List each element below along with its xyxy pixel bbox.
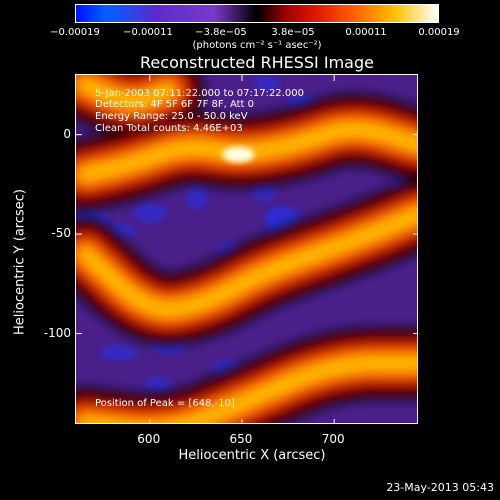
negative-flux-blob <box>143 377 173 392</box>
colorbar-tick: 3.8e−05 <box>271 27 315 38</box>
info-clean: Clean Total counts: 4.46E+03 <box>95 123 243 134</box>
axis-ticks <box>76 75 417 423</box>
colorbar-tick: 0.00019 <box>418 27 460 38</box>
timestamp: 23-May-2013 05:43 <box>386 481 494 494</box>
colorbar-unit-label: (photons cm⁻² s⁻¹ asec⁻²) <box>192 40 322 51</box>
x-tick-label: 600 <box>137 432 161 446</box>
colorbar-tick: −0.00019 <box>50 27 100 38</box>
heatmap-plot-area <box>75 74 418 424</box>
heatmap-image <box>76 75 417 423</box>
info-energy: Energy Range: 25.0 - 50.0 keV <box>95 111 248 122</box>
info-detectors: Detectors: 4F 5F 6F 7F 8F, Att 0 <box>95 99 255 110</box>
chart-title: Reconstructed RHESSI Image <box>140 53 374 72</box>
colorbar-tick: 0.00011 <box>345 27 387 38</box>
info-time-range: 5-Jan-2003 07:11:22.000 to 07:17:22.000 <box>95 88 304 99</box>
info-peak-position: Position of Peak = [648,-10] <box>95 398 235 409</box>
y-tick-label: 0 <box>63 126 71 141</box>
emission-band <box>78 122 417 182</box>
y-axis-label: Heliocentric Y (arcsec) <box>12 189 28 335</box>
emission-band <box>78 77 176 108</box>
colorbar-tick: −3.8e−05 <box>195 27 247 38</box>
emission-band <box>78 356 417 423</box>
negative-flux-blob <box>99 345 138 361</box>
x-tick-label: 650 <box>229 432 253 446</box>
emission-band <box>78 207 417 317</box>
negative-flux-blob <box>252 75 280 92</box>
peak-emission-point <box>222 146 255 163</box>
negative-flux-blob <box>132 202 167 224</box>
x-axis-label: Heliocentric X (arcsec) <box>178 448 326 463</box>
colorbar <box>75 4 439 23</box>
y-tick-label: -100 <box>43 325 71 340</box>
colorbar-tick: −0.00011 <box>123 27 173 38</box>
negative-flux-blob <box>185 185 208 210</box>
y-tick-label: -50 <box>51 226 71 241</box>
x-tick-label: 700 <box>321 432 345 446</box>
